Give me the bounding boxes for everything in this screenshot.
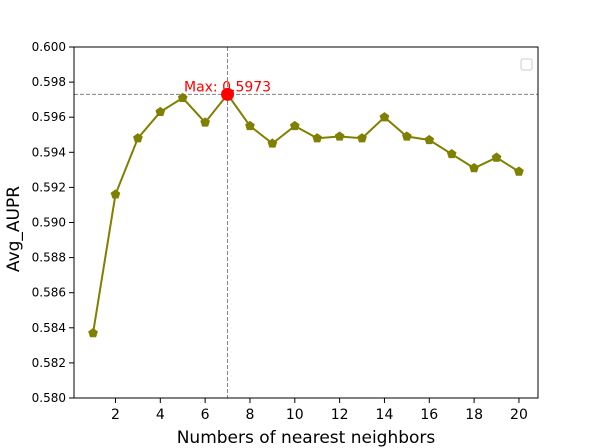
legend — [520, 58, 533, 71]
x-tick-label: 16 — [420, 407, 438, 423]
data-point — [245, 120, 255, 131]
axes: 2 4 6 8 10 12 14 16 18 20 0.580 0.582 0.584 0.586 0.58… — [32, 40, 539, 423]
x-tick-label: 2 — [111, 407, 120, 423]
y-tick-label: 0.582 — [32, 356, 66, 370]
x-tick-label: 20 — [510, 407, 528, 423]
y-tick-label: 0.594 — [32, 145, 66, 159]
data-point — [289, 120, 300, 131]
y-axis-label: Avg_AUPR — [4, 186, 24, 272]
y-tick-label: 0.590 — [32, 216, 66, 230]
data-point — [88, 327, 98, 338]
x-tick-label: 10 — [286, 407, 304, 423]
data-point — [357, 133, 367, 143]
data-point — [469, 163, 479, 173]
max-marker-group: Max: 0.5973 — [184, 79, 271, 101]
data-point — [200, 117, 210, 127]
x-tick-label: 18 — [465, 407, 483, 423]
y-tick-label: 0.580 — [32, 391, 66, 405]
data-point — [446, 148, 457, 159]
y-tick-label: 0.600 — [32, 40, 66, 54]
data-point — [133, 133, 143, 143]
data-point — [379, 112, 390, 122]
data-point — [514, 166, 524, 176]
data-point — [424, 134, 435, 145]
x-tick-label: 8 — [246, 407, 255, 423]
data-point — [177, 92, 188, 103]
y-tick-label: 0.584 — [32, 321, 66, 335]
max-annotation: Max: 0.5973 — [184, 79, 271, 95]
y-tick-label: 0.588 — [32, 251, 66, 265]
x-tick-label: 14 — [376, 407, 394, 423]
data-point — [491, 152, 502, 162]
data-point — [312, 133, 323, 143]
x-tick-label: 6 — [201, 407, 210, 423]
y-tick-label: 0.598 — [32, 75, 66, 89]
y-tick-label: 0.586 — [32, 286, 66, 300]
x-tick-label: 12 — [331, 407, 349, 423]
data-point — [267, 138, 278, 148]
x-axis-label: Numbers of nearest neighbors — [177, 428, 436, 448]
max-point-marker — [221, 87, 235, 101]
y-tick-label: 0.592 — [32, 180, 66, 194]
data-point — [155, 106, 166, 117]
legend-box — [520, 58, 533, 71]
y-tick-label: 0.596 — [32, 110, 66, 124]
data-point — [334, 131, 345, 141]
data-point — [110, 189, 121, 199]
data-series — [88, 89, 524, 338]
x-tick-label: 4 — [156, 407, 165, 423]
reference-lines — [74, 47, 538, 398]
data-point — [402, 131, 412, 141]
